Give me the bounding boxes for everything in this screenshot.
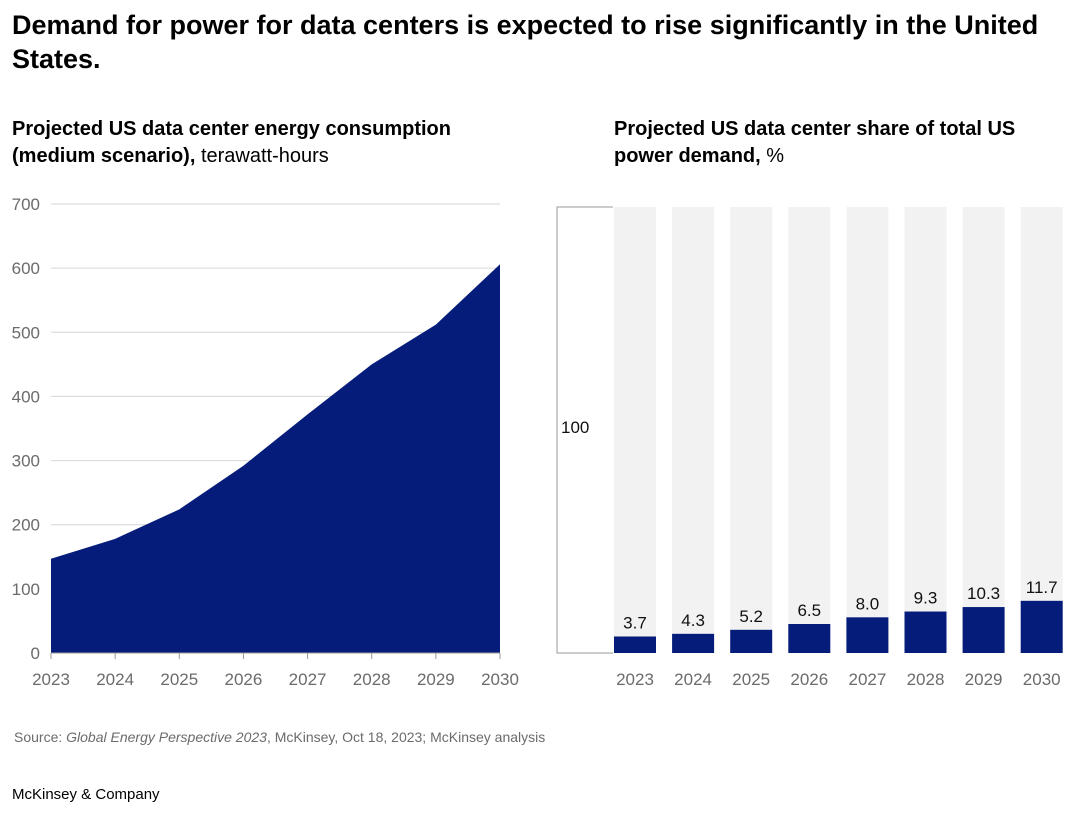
x-tick-label: 2023 (616, 670, 654, 689)
y-tick-label: 0 (31, 644, 40, 663)
right-chart-unit: % (766, 145, 785, 167)
bar (962, 607, 1005, 653)
bar-value-label: 10.3 (967, 584, 1000, 603)
source-prefix: Source: (14, 729, 67, 745)
y-tick-label: 500 (12, 323, 40, 342)
bar (614, 636, 656, 653)
y-tick-label: 200 (12, 516, 40, 535)
headline: Demand for power for data centers is exp… (12, 10, 1039, 74)
bar-background (904, 207, 947, 653)
total-reference-bracket (556, 206, 613, 654)
bar-background (1020, 207, 1063, 653)
y-tick-label: 600 (12, 259, 40, 278)
bar-value-label: 8.0 (856, 594, 880, 613)
bar-background (614, 207, 656, 653)
x-tick-label: 2025 (732, 670, 770, 689)
x-tick-label: 2026 (790, 670, 828, 689)
bar-value-label: 5.2 (739, 607, 763, 626)
x-tick-label: 2026 (225, 670, 263, 689)
y-tick-label: 300 (12, 452, 40, 471)
bar-background (846, 207, 889, 653)
right-chart-title: Projected US data center share of total … (614, 116, 1074, 170)
bar (730, 629, 773, 653)
right-chart-title-bold: Projected US data center share of total … (614, 118, 1016, 167)
x-tick-label: 2029 (417, 670, 455, 689)
x-tick-label: 2027 (289, 670, 327, 689)
x-tick-label: 2025 (160, 670, 198, 689)
bar-value-label: 11.7 (1026, 578, 1058, 597)
bar-chart: 100 3.7 2023 4.3 2024 5.2 2025 6.5 2026 8.0 2027 9.… (556, 206, 1063, 689)
x-tick-label: 2028 (353, 670, 391, 689)
source-title: Global Energy Perspective 2023 (66, 729, 267, 745)
bar-value-label: 6.5 (797, 601, 821, 620)
bar (1020, 600, 1063, 653)
y-tick-label: 700 (12, 195, 40, 214)
y-tick-label: 100 (12, 580, 40, 599)
bar-value-label: 3.7 (623, 613, 647, 632)
bar-value-label: 4.3 (681, 611, 705, 630)
bar-background (730, 207, 773, 653)
area-chart: 0 100 200 300 400 500 600 700 2023 2024 2025 2026 20… (12, 195, 519, 689)
x-tick-label: 2030 (1023, 670, 1061, 689)
bar-background (962, 207, 1005, 653)
x-tick-label: 2023 (32, 670, 70, 689)
left-chart-title-bold: Projected US data center energy consumpt… (12, 118, 451, 167)
bar-value-label: 9.3 (914, 589, 938, 608)
bar (788, 624, 831, 653)
x-tick-label: 2024 (674, 670, 712, 689)
bar (904, 611, 947, 653)
bar (846, 617, 889, 653)
area-series (51, 264, 500, 653)
x-tick-label: 2027 (848, 670, 886, 689)
total-label: 100 (561, 418, 589, 437)
x-tick-label: 2028 (907, 670, 945, 689)
bar (672, 633, 715, 653)
x-tick-label: 2024 (96, 670, 134, 689)
x-tick-label: 2029 (965, 670, 1003, 689)
x-tick-label: 2030 (481, 670, 519, 689)
brand-logo: McKinsey & Company (12, 786, 160, 803)
y-tick-label: 400 (12, 387, 40, 406)
bar-background (672, 207, 715, 653)
bar-background (788, 207, 831, 653)
source-rest: , McKinsey, Oct 18, 2023; McKinsey analy… (266, 729, 546, 745)
left-chart-title: Projected US data center energy consumpt… (12, 116, 532, 170)
left-chart-unit: terawatt-hours (200, 145, 329, 167)
source-note: Source: Global Energy Perspective 2023, … (14, 729, 545, 745)
